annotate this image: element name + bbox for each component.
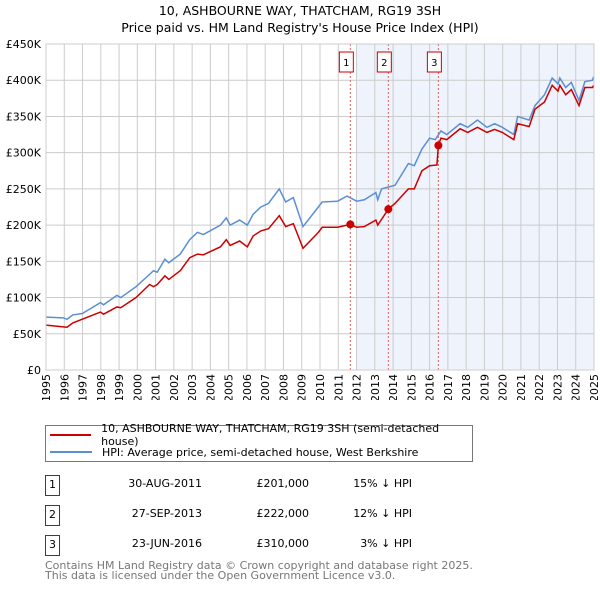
x-tick-label: 1996	[58, 374, 71, 400]
sale-number: 1	[45, 475, 60, 496]
x-tick-label: 2016	[424, 374, 437, 400]
x-tick-label: 1998	[95, 374, 108, 400]
sale-row: 1 30-AUG-2011 £201,000 15% ↓ HPI	[45, 475, 445, 496]
y-tick-label: £300K	[6, 147, 42, 160]
x-tick-label: 2012	[351, 374, 364, 400]
chart-subtitle: Price paid vs. HM Land Registry's House …	[121, 20, 479, 35]
x-tick-label: 2013	[369, 374, 382, 400]
sale-date: 23-JUN-2016	[131, 537, 202, 550]
y-tick-label: £50K	[13, 328, 42, 341]
x-tick-label: 2021	[515, 374, 528, 400]
sale-marker-box	[376, 51, 392, 73]
sale-price: £310,000	[256, 537, 310, 550]
sale-point	[434, 141, 443, 150]
x-tick-label: 2018	[460, 374, 473, 400]
sale-date: 30-AUG-2011	[128, 477, 202, 490]
sale-hpi-diff: 3% ↓ HPI	[360, 537, 412, 550]
x-tick-label: 2023	[551, 374, 564, 400]
legend-item-property: 10, ASHBOURNE WAY, THATCHAM, RG19 3SH (s…	[50, 422, 472, 448]
sale-number: 2	[45, 505, 60, 526]
sale-price: £222,000	[256, 507, 310, 520]
y-tick-label: £450K	[6, 38, 42, 51]
legend-item-hpi: HPI: Average price, semi-detached house,…	[50, 444, 418, 460]
legend: 10, ASHBOURNE WAY, THATCHAM, RG19 3SH (s…	[45, 422, 473, 462]
sale-price: £201,000	[256, 477, 310, 490]
x-tick-label: 2017	[442, 374, 455, 400]
chart-plot: 1995 1996 1997 1998 1999 2000 2001 2002 2003 2004…	[6, 38, 600, 400]
sale-marker-box	[426, 51, 442, 73]
x-tick-label: 2010	[314, 374, 327, 400]
footer-licence: This data is licensed under the Open Gov…	[45, 569, 396, 582]
sale-point	[346, 220, 355, 229]
x-tick-label: 2007	[259, 374, 272, 400]
shaded-region	[356, 44, 594, 370]
x-tick-label: 2008	[277, 374, 290, 400]
x-tick-label: 2011	[332, 374, 345, 400]
footer-copyright: Contains HM Land Registry data © Crown c…	[45, 559, 473, 572]
y-tick-label: £400K	[6, 74, 42, 87]
hpi-line	[45, 76, 595, 321]
price-paid-line	[45, 83, 595, 329]
x-tick-label: 2006	[241, 374, 254, 400]
x-tick-label: 2009	[296, 374, 309, 400]
x-tick-label: 2002	[168, 374, 181, 400]
plot-border	[45, 43, 595, 371]
x-tick-label: 2000	[131, 374, 144, 400]
sale-number: 3	[45, 535, 60, 556]
sale-marker-label: 1	[343, 58, 349, 69]
x-tick-label: 2020	[497, 374, 510, 400]
x-tick-label: 2019	[478, 374, 491, 400]
y-tick-label: £200K	[6, 219, 42, 232]
y-tick-label: £350K	[6, 110, 42, 123]
legend-label: 10, ASHBOURNE WAY, THATCHAM, RG19 3SH (s…	[101, 422, 440, 448]
x-tick-label: 2015	[405, 374, 418, 400]
x-tick-label: 2005	[223, 374, 236, 400]
sale-row: 3 23-JUN-2016 £310,000 3% ↓ HPI	[45, 535, 445, 556]
sale-date: 27-SEP-2013	[131, 507, 202, 520]
sale-point	[384, 205, 393, 214]
legend-label: HPI: Average price, semi-detached house,…	[102, 445, 419, 459]
sale-hpi-diff: 15% ↓ HPI	[353, 477, 412, 490]
y-tick-label: £100K	[6, 292, 42, 305]
x-tick-label: 2025	[588, 374, 600, 400]
x-tick-label: 1995	[40, 374, 53, 400]
sale-marker-label: 2	[381, 58, 387, 69]
sale-row: 2 27-SEP-2013 £222,000 12% ↓ HPI	[45, 505, 445, 526]
sale-hpi-diff: 12% ↓ HPI	[353, 507, 412, 520]
y-tick-label: £0	[27, 364, 41, 377]
y-tick-label: £150K	[6, 255, 42, 268]
x-tick-label: 1999	[113, 374, 126, 400]
x-tick-label: 1997	[77, 374, 90, 400]
sale-marker-box	[338, 51, 354, 73]
chart-title: 10, ASHBOURNE WAY, THATCHAM, RG19 3SH	[158, 3, 442, 18]
legend-swatch-blue	[50, 451, 92, 453]
y-tick-label: £250K	[6, 183, 42, 196]
x-tick-label: 2014	[387, 374, 400, 400]
x-tick-label: 2024	[570, 374, 583, 400]
x-tick-label: 2003	[186, 374, 199, 400]
x-tick-label: 2022	[533, 374, 546, 400]
x-tick-label: 2004	[204, 374, 217, 400]
x-tick-label: 2001	[150, 374, 163, 400]
legend-swatch-red	[50, 434, 92, 436]
sale-marker-label: 3	[431, 58, 437, 69]
